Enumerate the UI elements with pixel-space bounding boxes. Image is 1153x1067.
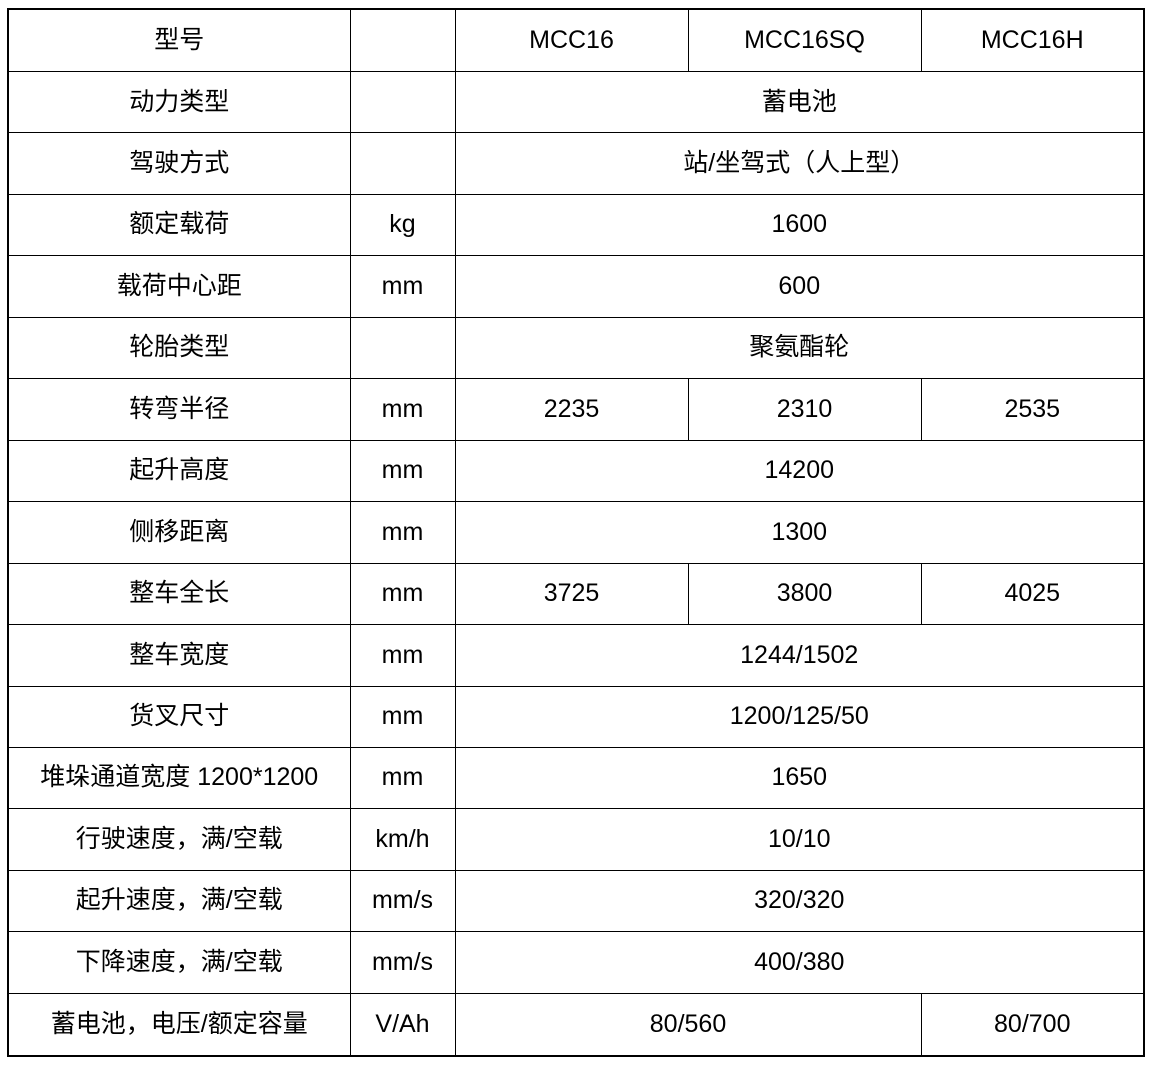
model-header-cell: MCC16 [454,8,689,73]
value-cell: 1300 [454,501,1145,564]
unit-cell: mm [349,747,456,810]
unit-cell [349,8,456,73]
model-header-cell: MCC16H [920,8,1145,73]
spec-label-cell: 额定载荷 [7,193,351,257]
spec-label-cell: 货叉尺寸 [7,685,351,749]
spec-label-cell: 行驶速度，满/空载 [7,808,351,871]
value-cell: 1600 [454,193,1145,257]
unit-cell: mm [349,501,456,564]
value-cell: 1650 [454,747,1145,810]
table-row-power-type: 动力类型 蓄电池 [7,71,1145,134]
value-cell: 2535 [920,378,1145,441]
unit-cell: V/Ah [349,992,456,1057]
value-cell: 聚氨酯轮 [454,316,1145,380]
value-cell: 2310 [687,378,922,441]
table-row-lift-speed: 起升速度，满/空载 mm/s 320/320 [7,869,1145,933]
spec-label-cell: 轮胎类型 [7,316,351,380]
value-cell: 3800 [687,562,922,626]
unit-cell [349,316,456,380]
unit-cell: mm [349,624,456,687]
table-row-rated-load: 额定载荷 kg 1600 [7,193,1145,257]
unit-cell: mm [349,562,456,626]
model-header-cell: MCC16SQ [687,8,922,73]
table-row-driving-mode: 驾驶方式 站/坐驾式（人上型） [7,132,1145,195]
value-cell: 2235 [454,378,689,441]
spec-table: 型号 MCC16 MCC16SQ MCC16H 动力类型 蓄电池 驾驶方式 站/… [7,8,1145,1057]
spec-label-cell: 堆垛通道宽度 1200*1200 [7,747,351,810]
table-row-lift-height: 起升高度 mm 14200 [7,439,1145,503]
spec-label-cell: 整车宽度 [7,624,351,687]
value-cell: 400/380 [454,931,1145,994]
value-cell: 600 [454,255,1145,318]
table-row-tyre-type: 轮胎类型 聚氨酯轮 [7,316,1145,380]
table-row-load-center: 载荷中心距 mm 600 [7,255,1145,318]
table-row-travel-speed: 行驶速度，满/空载 km/h 10/10 [7,808,1145,871]
value-cell: 4025 [920,562,1145,626]
spec-label-cell: 下降速度，满/空载 [7,931,351,994]
value-cell: 3725 [454,562,689,626]
value-cell: 80/560 [454,992,922,1057]
table-row-aisle-width: 堆垛通道宽度 1200*1200 mm 1650 [7,747,1145,810]
table-row-lowering-speed: 下降速度，满/空载 mm/s 400/380 [7,931,1145,994]
spec-label-cell: 载荷中心距 [7,255,351,318]
unit-cell: mm/s [349,931,456,994]
table-row-model: 型号 MCC16 MCC16SQ MCC16H [7,8,1145,73]
spec-label-cell: 转弯半径 [7,378,351,441]
table-row-battery: 蓄电池，电压/额定容量 V/Ah 80/560 80/700 [7,992,1145,1057]
unit-cell: mm [349,685,456,749]
table-row-overall-width: 整车宽度 mm 1244/1502 [7,624,1145,687]
spec-label-cell: 驾驶方式 [7,132,351,195]
spec-label-cell: 蓄电池，电压/额定容量 [7,992,351,1057]
value-cell: 蓄电池 [454,71,1145,134]
value-cell: 14200 [454,439,1145,503]
spec-label-cell: 侧移距离 [7,501,351,564]
unit-cell: kg [349,193,456,257]
spec-label-cell: 整车全长 [7,562,351,626]
value-cell: 320/320 [454,869,1145,933]
unit-cell [349,132,456,195]
table-row-sideshift-distance: 侧移距离 mm 1300 [7,501,1145,564]
spec-label-cell: 起升速度，满/空载 [7,869,351,933]
spec-label-cell: 型号 [7,8,351,73]
unit-cell: km/h [349,808,456,871]
spec-label-cell: 动力类型 [7,71,351,134]
table-row-overall-length: 整车全长 mm 3725 3800 4025 [7,562,1145,626]
value-cell: 1200/125/50 [454,685,1145,749]
unit-cell: mm/s [349,869,456,933]
unit-cell: mm [349,255,456,318]
value-cell: 站/坐驾式（人上型） [454,132,1145,195]
unit-cell [349,71,456,134]
table-row-fork-size: 货叉尺寸 mm 1200/125/50 [7,685,1145,749]
unit-cell: mm [349,378,456,441]
value-cell: 80/700 [920,992,1145,1057]
value-cell: 10/10 [454,808,1145,871]
spec-label-cell: 起升高度 [7,439,351,503]
table-row-turning-radius: 转弯半径 mm 2235 2310 2535 [7,378,1145,441]
unit-cell: mm [349,439,456,503]
value-cell: 1244/1502 [454,624,1145,687]
